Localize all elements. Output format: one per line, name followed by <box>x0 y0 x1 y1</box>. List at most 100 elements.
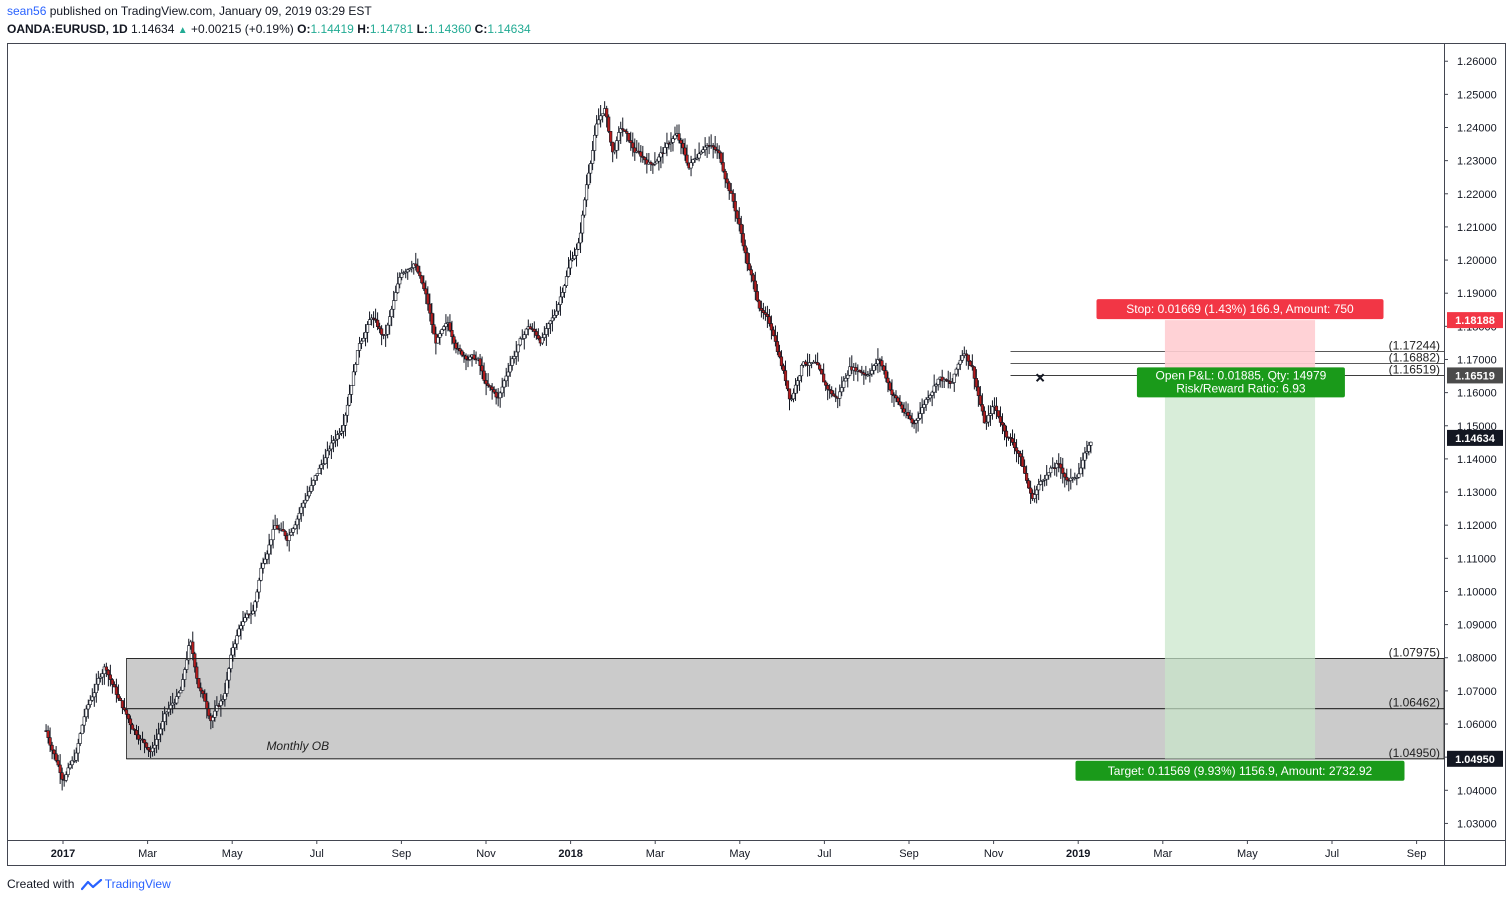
candle-down <box>803 361 808 365</box>
candle-down <box>974 378 978 388</box>
level-label: (1.04950) <box>1389 746 1440 760</box>
candle-up <box>388 316 392 326</box>
candle-up <box>231 647 235 656</box>
candle-down <box>1059 463 1063 469</box>
candle-up <box>287 534 291 541</box>
candle-up <box>1039 481 1043 485</box>
candle-up <box>367 319 372 325</box>
candle-down <box>753 280 757 292</box>
candle-down <box>281 529 285 532</box>
candle-down <box>193 653 197 668</box>
candle-up <box>90 696 94 701</box>
y-tick-label: 1.16000 <box>1457 388 1497 400</box>
candle-down <box>633 147 637 153</box>
candle-up <box>1035 489 1039 495</box>
candle-down <box>56 760 60 766</box>
symbol-legend: OANDA:EURUSD, 1D 1.14634 ▲ +0.00215 (+0.… <box>7 22 531 36</box>
interval-label[interactable]: 1D <box>112 22 128 36</box>
candle-down <box>769 323 774 331</box>
candle-up <box>500 386 504 394</box>
candle-down <box>629 140 633 144</box>
author-link[interactable]: sean56 <box>7 4 47 18</box>
candle-up <box>844 377 848 382</box>
candle-down <box>450 330 454 338</box>
chart-area[interactable]: Monthly OB (1.17244) (1.16882) (1.16519) (1.… <box>7 43 1506 866</box>
candle-up <box>986 415 991 423</box>
candle-up <box>319 464 323 469</box>
candle-up <box>930 391 934 396</box>
candle-up <box>363 331 368 339</box>
candle-down <box>452 336 456 344</box>
candle-up <box>345 404 350 416</box>
candle-down <box>980 404 984 412</box>
candle-up <box>263 558 267 564</box>
candle-up <box>673 134 677 139</box>
candle-down <box>775 341 780 352</box>
candle-up <box>181 679 185 691</box>
candle-down <box>110 679 114 685</box>
candle-up <box>239 625 243 630</box>
x-tick-label: Jul <box>1325 848 1339 860</box>
candle-down <box>725 178 729 184</box>
candle-up <box>542 334 546 338</box>
candle-up <box>392 300 396 310</box>
candle-down <box>685 154 689 164</box>
x-tick-label: May <box>1237 848 1258 860</box>
candle-up <box>520 338 524 340</box>
candle-up <box>357 343 362 351</box>
symbol-name[interactable]: OANDA:EURUSD, <box>7 22 109 36</box>
candle-down <box>1000 422 1005 426</box>
low-value: 1.14360 <box>427 22 472 36</box>
price-badge: 1.18188 <box>1455 315 1495 327</box>
candle-down <box>1010 438 1015 443</box>
candle-up <box>384 334 388 336</box>
candle-up <box>331 440 336 444</box>
candle-down <box>1008 437 1013 439</box>
open-value: 1.14419 <box>310 22 354 36</box>
candle-up <box>70 760 74 766</box>
candle-down <box>884 370 888 379</box>
candle-down <box>484 380 488 385</box>
x-tick-label: Sep <box>1407 848 1427 860</box>
candle-up <box>291 528 295 533</box>
candle-down <box>420 275 424 284</box>
level-label: (1.17244) <box>1389 338 1440 352</box>
candle-down <box>112 684 116 688</box>
candle-up <box>1089 441 1093 446</box>
candle-down <box>994 405 999 411</box>
candle-up <box>163 713 167 722</box>
candle-up <box>315 473 319 476</box>
candle-down <box>631 142 635 149</box>
y-tick-label: 1.23000 <box>1457 156 1497 168</box>
candle-up <box>554 310 559 316</box>
candle-down <box>414 263 418 267</box>
entry-marker-icon <box>1035 373 1045 382</box>
candle-up <box>924 399 928 405</box>
price-chart[interactable]: Monthly OB (1.17244)(1.16882)(1.16519) (1.… <box>7 43 1506 866</box>
candle-up <box>595 123 599 136</box>
candle-up <box>80 724 84 734</box>
y-tick-label: 1.25000 <box>1457 89 1497 101</box>
candle-up <box>408 268 412 271</box>
candle-up <box>586 172 591 186</box>
x-tick-label: 2018 <box>558 848 582 860</box>
candle-down <box>888 382 892 391</box>
candle-down <box>860 371 864 374</box>
y-tick-label: 1.10000 <box>1457 586 1497 598</box>
candle-down <box>818 364 822 370</box>
candle-up <box>564 276 569 286</box>
candle-down <box>968 360 972 366</box>
price-badge-box <box>1447 750 1503 767</box>
candle-down <box>448 322 452 331</box>
candle-down <box>711 145 715 148</box>
last-price: 1.14634 <box>131 22 175 36</box>
candle-down <box>964 353 968 356</box>
candle-up <box>936 378 940 385</box>
candle-up <box>398 277 402 285</box>
candle-up <box>321 463 325 466</box>
candle-down <box>910 418 914 424</box>
tradingview-brand[interactable]: TradingView <box>104 877 171 891</box>
candle-down <box>472 354 476 360</box>
candle-up <box>295 518 299 526</box>
published-text: published on TradingView.com, January 09… <box>49 4 372 18</box>
